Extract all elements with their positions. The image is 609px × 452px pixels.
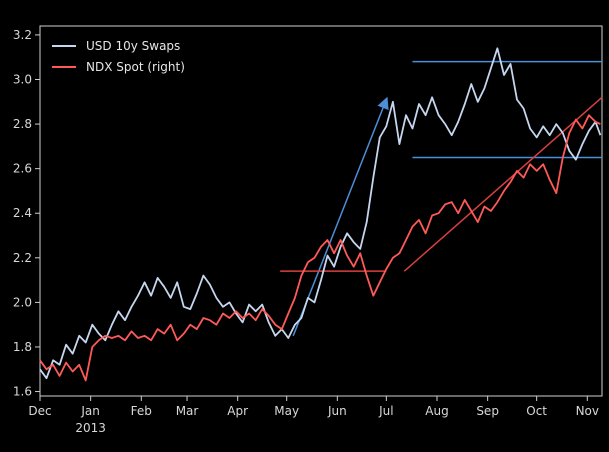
y-tick-label: 3.2 (13, 28, 32, 42)
x-tick-label: Mar (176, 404, 199, 418)
x-tick-label: Apr (227, 404, 248, 418)
x-tick-label: Dec (28, 404, 51, 418)
y-tick-label: 2.4 (13, 206, 32, 220)
x-tick-label: Feb (131, 404, 152, 418)
y-tick-label: 2.2 (13, 251, 32, 265)
trend-annotations (280, 60, 603, 337)
x-tick-label: Jun (327, 404, 347, 418)
legend: USD 10y Swaps NDX Spot (right) (44, 31, 212, 79)
series-line-usd-10y-swaps (39, 47, 602, 380)
y-tick-label: 2.8 (13, 117, 32, 131)
x-tick-label: May (274, 404, 299, 418)
annotation-arrow-0 (292, 96, 389, 337)
x-tick-sublabel: 2013 (75, 421, 106, 435)
series-line-ndx-spot-right (39, 114, 601, 382)
series-layer (39, 47, 602, 382)
x-tick-label: Jul (378, 404, 393, 418)
y-tick-label: 3.0 (13, 72, 32, 86)
x-tick-label: Jan (80, 404, 100, 418)
x-tick-label: Oct (526, 404, 547, 418)
y-tick-label: 1.8 (13, 340, 32, 354)
x-tick-label: Sep (476, 404, 499, 418)
annotation-line-4 (403, 96, 603, 272)
y-tick-label: 2.6 (13, 162, 32, 176)
x-tick-label: Nov (576, 404, 599, 418)
legend-label-usd-10y-swaps: USD 10y Swaps (86, 39, 180, 53)
x-tick-label: Aug (425, 404, 448, 418)
plot-frame (39, 25, 603, 397)
legend-label-ndx-spot: NDX Spot (right) (86, 60, 185, 74)
y-axis: 1.6 1.8 2.0 2.2 2.4 2.6 2.8 3.0 3.2 (13, 28, 40, 399)
y-tick-label: 1.6 (13, 385, 32, 399)
legend-box (44, 31, 212, 79)
y-tick-label: 2.0 (13, 295, 32, 309)
x-axis: Dec Jan 2013 Feb Mar Apr May Jun Jul Aug Sep Oct Nov (28, 396, 599, 435)
